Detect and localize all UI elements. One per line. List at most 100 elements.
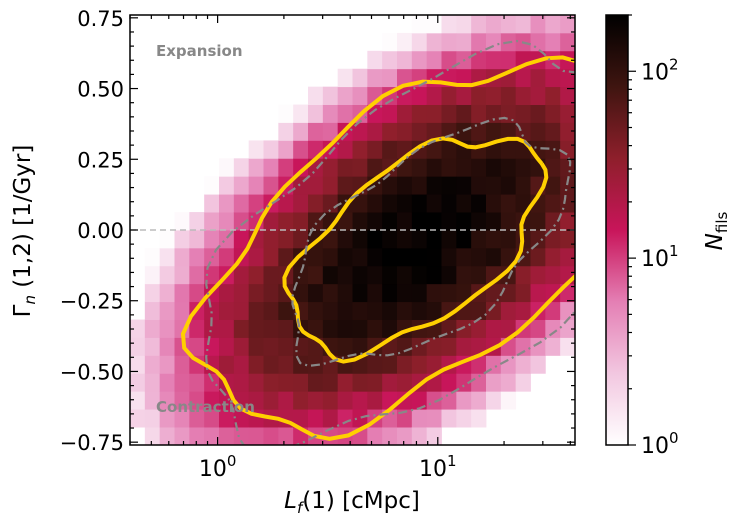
heatmap-cell <box>352 265 368 285</box>
heatmap-cell <box>337 373 353 392</box>
heatmap-cell <box>352 391 368 410</box>
heatmap-cell <box>456 283 472 303</box>
heatmap-cell <box>248 319 264 338</box>
heatmap-cell <box>322 122 339 141</box>
heatmap-cell <box>471 301 487 320</box>
heatmap-cell <box>337 301 353 320</box>
heatmap-cell <box>560 122 575 141</box>
heatmap-cell <box>530 212 546 231</box>
heatmap-cell <box>263 337 279 356</box>
heatmap-cell <box>411 355 428 374</box>
heatmap-cell <box>293 212 309 231</box>
heatmap-cell <box>308 391 324 410</box>
heatmap-cell <box>456 230 472 249</box>
heatmap-cell <box>500 355 517 374</box>
heatmap-cell <box>367 301 383 320</box>
heatmap-cell <box>219 283 235 303</box>
heatmap-cell <box>560 176 575 195</box>
heatmap-cell <box>411 230 428 249</box>
heatmap-cell <box>515 355 531 374</box>
heatmap-cell <box>144 265 161 285</box>
heatmap-cell <box>382 355 398 374</box>
heatmap-cell <box>322 140 339 159</box>
heatmap-cell <box>486 176 502 195</box>
heatmap-cell <box>337 68 353 88</box>
heatmap-cell <box>471 212 487 231</box>
heatmap-cell <box>471 32 487 52</box>
heatmap-cell <box>159 247 175 267</box>
y-tick-label: −0.75 <box>60 431 124 455</box>
heatmap-cell <box>530 283 546 303</box>
heatmap-cell <box>174 265 190 285</box>
y-tick-label: 0.25 <box>77 148 124 172</box>
heatmap-cell <box>308 409 324 428</box>
heatmap-cell <box>263 373 279 392</box>
heatmap-cell <box>248 391 264 410</box>
heatmap-cell <box>500 194 517 213</box>
heatmap-cell <box>248 176 264 195</box>
heatmap-cell <box>545 86 561 105</box>
heatmap-cell <box>174 373 190 392</box>
heatmap-cell <box>233 427 250 445</box>
heatmap-cell <box>500 247 517 267</box>
heatmap-cell <box>545 158 561 177</box>
heatmap-cell <box>500 301 517 320</box>
heatmap-cell <box>411 194 428 213</box>
heatmap-cell <box>486 194 502 213</box>
heatmap-cell <box>293 337 309 356</box>
heatmap-cell <box>397 194 413 213</box>
heatmap-cell <box>486 247 502 267</box>
heatmap-cell <box>308 194 324 213</box>
heatmap-cell <box>308 86 324 105</box>
heatmap-cell <box>441 247 457 267</box>
heatmap-cell <box>441 15 457 34</box>
heatmap-cell <box>352 140 368 159</box>
heatmap-cell <box>367 158 383 177</box>
heatmap-cell <box>530 319 546 338</box>
colorbar-ticks: 100 101 102 <box>628 14 679 459</box>
heatmap-cell <box>382 50 398 70</box>
heatmap-cell <box>560 68 575 88</box>
heatmap-cell <box>486 301 502 320</box>
y-axis-ticks: 0.75 0.50 0.25 0.00 −0.25 −0.50 −0.75 <box>60 7 575 455</box>
heatmap-cell <box>426 283 442 303</box>
heatmap-cell <box>278 337 294 356</box>
heatmap-cell <box>515 68 531 88</box>
heatmap-cell <box>441 104 457 123</box>
heatmap-cell <box>189 230 205 249</box>
heatmap-cell <box>500 176 517 195</box>
heatmap-cell <box>352 68 368 88</box>
heatmap-cell <box>278 391 294 410</box>
heatmap-cell <box>426 212 442 231</box>
heatmap-cell <box>471 373 487 392</box>
heatmap-cell <box>441 50 457 70</box>
heatmap-cell <box>382 373 398 392</box>
heatmap-cell <box>219 337 235 356</box>
heatmap-cell <box>426 158 442 177</box>
y-axis-label: Γn (1,2) [1/Gyr] <box>10 145 39 318</box>
heatmap-cell <box>308 176 324 195</box>
heatmap-cell <box>263 140 279 159</box>
heatmap-cell <box>204 319 220 338</box>
heatmap-cell <box>293 373 309 392</box>
heatmap-cell <box>426 194 442 213</box>
heatmap-cell <box>322 283 339 303</box>
heatmap-cell <box>411 337 428 356</box>
heatmap-cell <box>441 158 457 177</box>
x-axis-label: Lf(1) [cMpc] <box>284 488 420 517</box>
heatmap-cell <box>189 373 205 392</box>
heatmap-cell <box>530 337 546 356</box>
heatmap-cell <box>456 194 472 213</box>
heatmap-cell <box>471 176 487 195</box>
heatmap-cell <box>174 355 190 374</box>
annotation-expansion: Expansion <box>156 42 243 60</box>
y-tick-label: −0.50 <box>60 360 124 384</box>
heatmap-cell <box>397 247 413 267</box>
heatmap-cell <box>367 247 383 267</box>
heatmap-cell <box>308 104 324 123</box>
heatmap-cell <box>486 319 502 338</box>
heatmap-cell <box>189 391 205 410</box>
heatmap-cell <box>308 265 324 285</box>
heatmap-cell <box>322 265 339 285</box>
heatmap-cell <box>322 158 339 177</box>
